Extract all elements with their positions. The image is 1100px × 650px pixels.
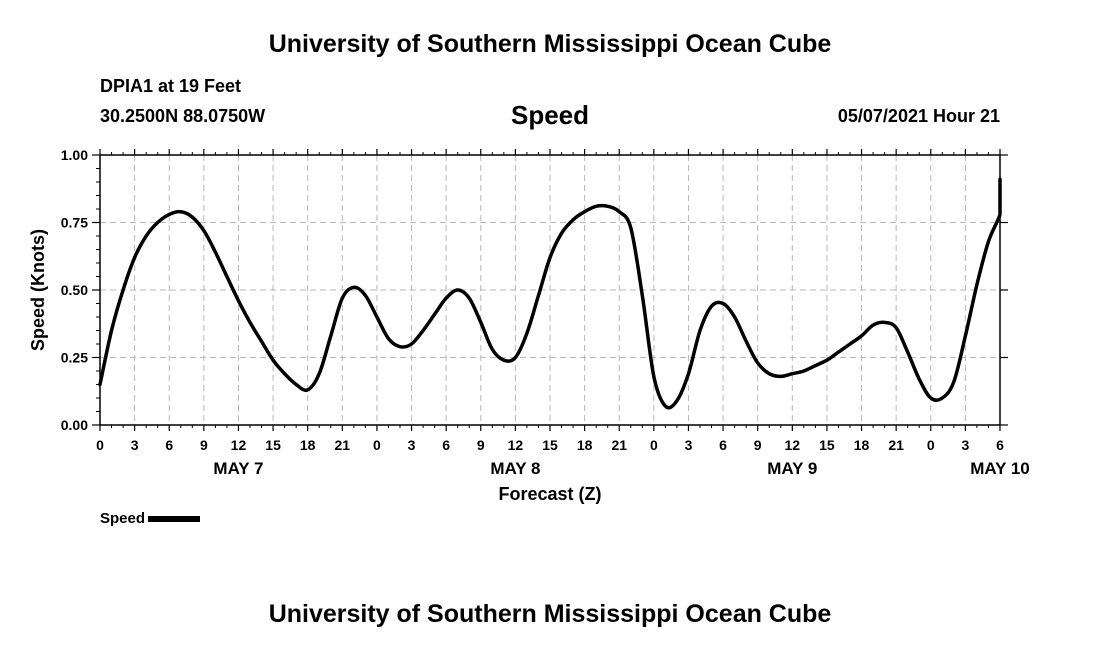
x-tick-label: 0	[373, 437, 381, 453]
x-tick-label: 12	[785, 437, 801, 453]
y-tick-label: 0.75	[61, 215, 88, 231]
y-tick-label: 0.00	[61, 417, 88, 433]
legend-swatch	[148, 516, 201, 523]
y-tick-label: 0.25	[61, 350, 88, 366]
grid-lines	[100, 155, 1000, 425]
x-tick-label: 15	[542, 437, 558, 453]
x-tick-label: 3	[408, 437, 416, 453]
legend-label: Speed	[100, 510, 146, 527]
page-title: University of Southern Mississippi Ocean…	[268, 30, 832, 58]
x-tick-label: 3	[131, 437, 139, 453]
x-tick-label: 9	[754, 437, 762, 453]
x-axis-label: Forecast (Z)	[498, 484, 601, 504]
x-tick-label: 18	[577, 437, 593, 453]
station-label: DPIA1 at 19 Feet	[100, 76, 242, 96]
y-axis-label: Speed (Knots)	[28, 229, 48, 351]
date-label: MAY 10	[970, 459, 1030, 478]
y-tick-labels: 0.00 0.25 0.50 0.75 1.00	[61, 147, 88, 433]
y-tick-label: 0.50	[61, 282, 88, 298]
date-label: MAY 7	[213, 459, 263, 478]
footer-title: University of Southern Mississippi Ocean…	[268, 600, 832, 628]
date-label: MAY 8	[490, 459, 540, 478]
x-tick-label: 18	[854, 437, 870, 453]
x-tick-label: 12	[231, 437, 247, 453]
forecast-timestamp: 05/07/2021 Hour 21	[837, 106, 1000, 126]
x-tick-label: 0	[650, 437, 658, 453]
x-tick-label: 21	[888, 437, 904, 453]
x-tick-label: 6	[996, 437, 1004, 453]
legend: Speed	[100, 510, 201, 527]
x-tick-label: 15	[265, 437, 281, 453]
x-tick-label: 0	[927, 437, 935, 453]
x-tick-label: 0	[96, 437, 104, 453]
y-tick-label: 1.00	[61, 147, 88, 163]
date-labels: MAY 7 MAY 8 MAY 9 MAY 10	[213, 459, 1029, 478]
x-tick-label: 21	[335, 437, 351, 453]
chart-title: Speed	[510, 100, 590, 130]
x-tick-label: 21	[611, 437, 627, 453]
x-tick-label: 6	[719, 437, 727, 453]
x-tick-label: 6	[442, 437, 450, 453]
tick-marks	[92, 149, 1008, 431]
x-tick-label: 9	[477, 437, 485, 453]
x-tick-label: 9	[200, 437, 208, 453]
x-tick-label: 18	[300, 437, 316, 453]
x-tick-label: 12	[508, 437, 524, 453]
date-label: MAY 9	[767, 459, 817, 478]
series-line-speed	[98, 177, 1002, 410]
x-tick-label: 3	[685, 437, 693, 453]
x-tick-labels: 0 3 6 9 12 15 18 21 0 3 6 9 12 15 18 21 0 3 6 9 12 15 18 21 0 3 6	[96, 437, 1004, 453]
coordinates-label: 30.2500N 88.0750W	[100, 106, 266, 126]
x-tick-label: 15	[819, 437, 835, 453]
x-tick-label: 3	[961, 437, 969, 453]
x-tick-label: 6	[165, 437, 173, 453]
